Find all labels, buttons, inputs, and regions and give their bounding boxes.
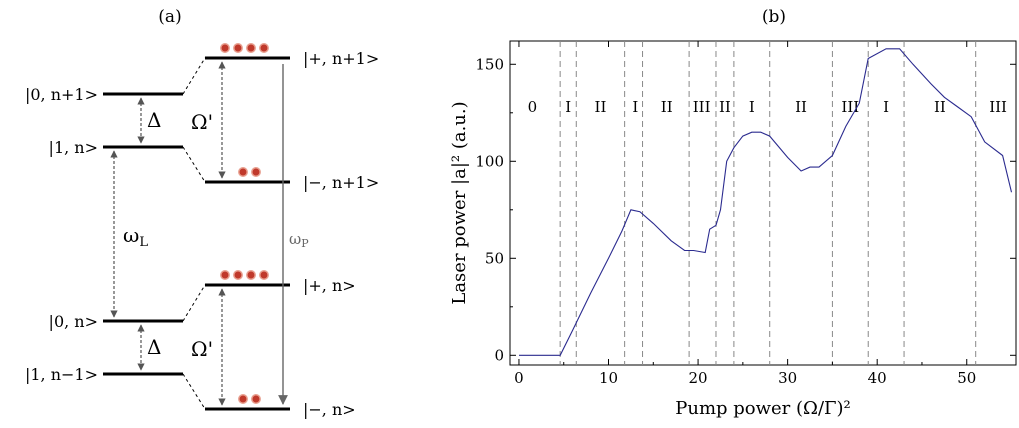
x-tick-label: 30 bbox=[778, 369, 797, 387]
chart-svg: (b) 0 I II I II III II I II III I II III 0 10 20 30 40 50… bbox=[449, 7, 1017, 419]
omega-prime-bottom-symbol: Ω' bbox=[191, 337, 213, 361]
population-dot bbox=[238, 394, 248, 404]
label-minus-n1: |−, n+1> bbox=[303, 173, 379, 192]
omega-prime-top-symbol: Ω' bbox=[191, 110, 213, 134]
plot-frame bbox=[509, 40, 1017, 366]
x-axis-label: Pump power (Ω/Γ)² bbox=[675, 398, 851, 419]
y-tick-label: 50 bbox=[485, 249, 504, 267]
population-dot bbox=[233, 270, 243, 280]
population-dot bbox=[246, 270, 256, 280]
population-dot bbox=[259, 43, 269, 53]
panel-b-label: (b) bbox=[762, 7, 786, 27]
laser-power-chart: (b) 0 I II I II III II I II III I II III 0 10 20 30 40 50… bbox=[420, 0, 1019, 424]
y-axis-ticks: 0 50 100 150 bbox=[475, 55, 1016, 364]
region-label: 0 bbox=[528, 98, 538, 116]
x-tick-label: 0 bbox=[514, 369, 524, 387]
population-dots bbox=[220, 43, 269, 404]
region-boundaries bbox=[559, 41, 977, 365]
population-dot bbox=[220, 270, 230, 280]
region-label: I bbox=[632, 98, 638, 116]
region-label: II bbox=[719, 98, 731, 116]
population-dot bbox=[251, 167, 261, 177]
y-tick-label: 0 bbox=[494, 346, 504, 364]
y-axis-label: Laser power |a|² (a.u.) bbox=[449, 101, 470, 304]
population-dot bbox=[233, 43, 243, 53]
label-1-n: |1, n> bbox=[49, 138, 98, 157]
energy-level-diagram: (a) |0, n+1> |1, n> | bbox=[0, 0, 420, 424]
x-axis-ticks: 0 10 20 30 40 50 bbox=[514, 41, 976, 387]
label-0-n1: |0, n+1> bbox=[25, 85, 98, 104]
delta-bottom-symbol: Δ bbox=[147, 335, 161, 359]
y-tick-label: 150 bbox=[475, 55, 504, 73]
region-label: I bbox=[749, 98, 755, 116]
region-label: III bbox=[989, 98, 1007, 116]
delta-top-symbol: Δ bbox=[147, 108, 161, 132]
region-label: I bbox=[883, 98, 889, 116]
y-tick-label: 100 bbox=[475, 152, 504, 170]
region-label: II bbox=[595, 98, 607, 116]
omega-p-symbol: ωP bbox=[289, 230, 309, 250]
population-dot bbox=[246, 43, 256, 53]
label-plus-n: |+, n> bbox=[303, 276, 356, 295]
label-minus-n: |−, n> bbox=[303, 400, 356, 419]
label-0-n: |0, n> bbox=[49, 312, 98, 331]
x-tick-label: 50 bbox=[957, 369, 976, 387]
region-label: III bbox=[693, 98, 711, 116]
population-dot bbox=[251, 394, 261, 404]
region-label: II bbox=[934, 98, 946, 116]
panel-a-label: (a) bbox=[158, 7, 181, 27]
omega-l-symbol: ωL bbox=[123, 223, 148, 250]
x-tick-label: 40 bbox=[868, 369, 887, 387]
x-tick-label: 10 bbox=[599, 369, 618, 387]
x-tick-label: 20 bbox=[689, 369, 708, 387]
region-label: II bbox=[795, 98, 807, 116]
region-labels: 0 I II I II III II I II III I II III bbox=[528, 98, 1007, 116]
population-dot bbox=[259, 270, 269, 280]
population-dot bbox=[220, 43, 230, 53]
region-label: I bbox=[565, 98, 571, 116]
label-1-n-1: |1, n−1> bbox=[25, 365, 98, 384]
region-label: II bbox=[661, 98, 673, 116]
energy-level-diagram-svg: (a) |0, n+1> |1, n> | bbox=[25, 7, 379, 419]
label-plus-n1: |+, n+1> bbox=[303, 49, 379, 68]
level-connectors bbox=[182, 57, 206, 410]
population-dot bbox=[238, 167, 248, 177]
laser-power-line bbox=[519, 48, 1013, 356]
